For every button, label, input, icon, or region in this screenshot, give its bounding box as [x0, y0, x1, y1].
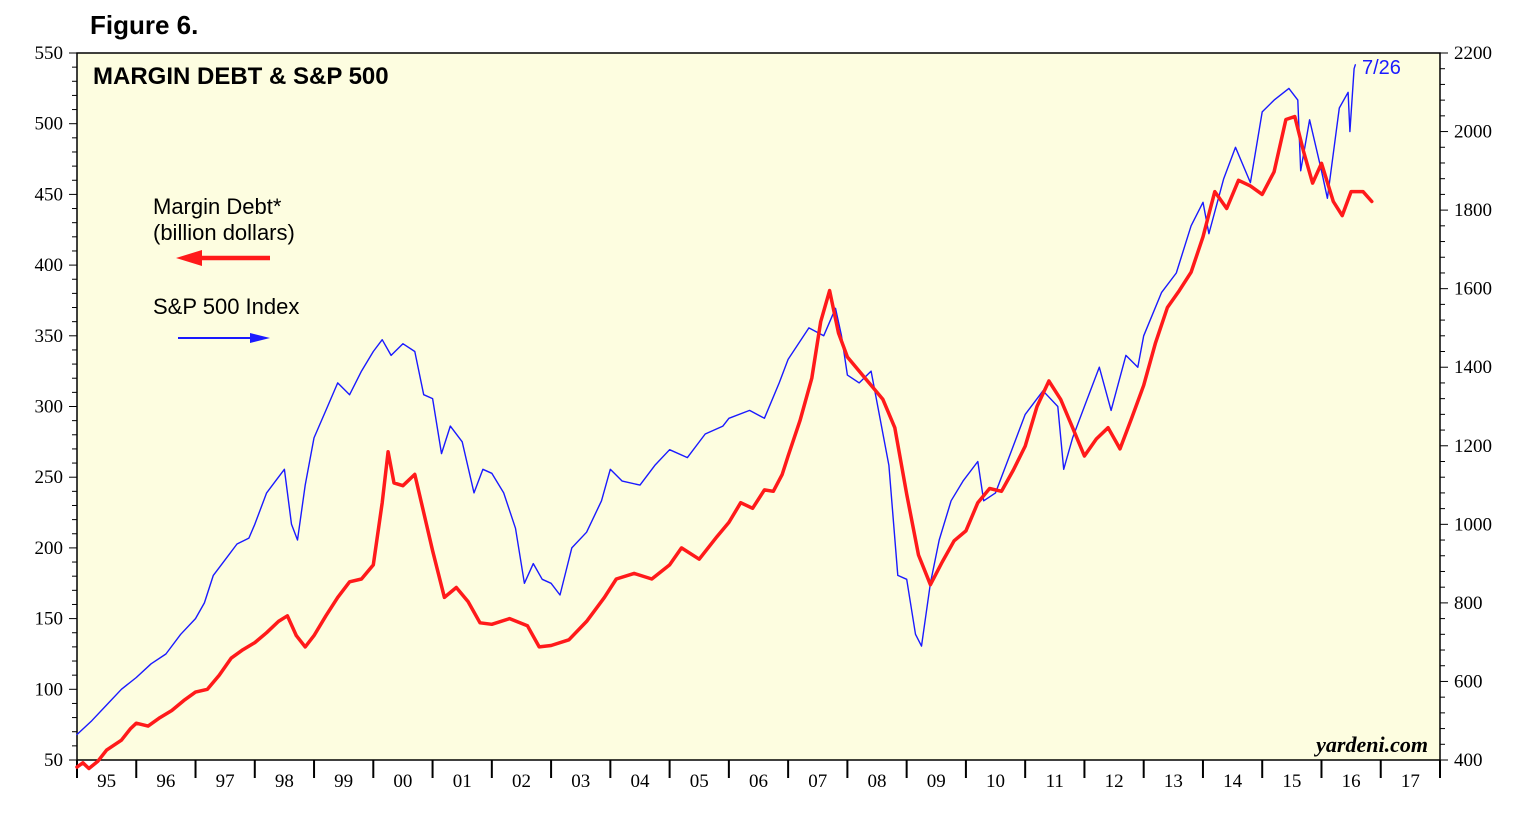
left-arrow-icon: [176, 250, 270, 266]
left-axis-tick-label: 300: [35, 397, 64, 418]
left-axis-tick-label: 550: [35, 43, 64, 64]
x-axis-tick-label: 08: [868, 771, 887, 792]
x-axis-tick-label: 17: [1401, 771, 1420, 792]
watermark-yardeni: yardeni.com: [1313, 732, 1428, 757]
x-axis-tick-label: 97: [216, 771, 235, 792]
chart-title: MARGIN DEBT & S&P 500: [93, 63, 389, 90]
x-axis-tick-label: 96: [156, 771, 175, 792]
x-axis-tick-label: 99: [334, 771, 353, 792]
x-axis-tick-label: 12: [1105, 771, 1124, 792]
x-axis-tick-label: 10: [986, 771, 1005, 792]
right-axis-tick-label: 1600: [1454, 279, 1492, 300]
x-axis-tick-label: 15: [1282, 771, 1301, 792]
margin-debt-line: [75, 114, 1374, 771]
x-axis-tick-label: 04: [630, 771, 650, 792]
x-axis-tick-label: 14: [1223, 771, 1243, 792]
x-axis-tick-label: 09: [927, 771, 946, 792]
right-axis-tick-label: 400: [1454, 750, 1483, 771]
left-arrow-head: [176, 250, 202, 266]
plot-background: [76, 52, 1441, 761]
right-arrow-head: [250, 333, 270, 343]
right-axis-tick-label: 2000: [1454, 122, 1492, 143]
legend-margin-debt-sublabel: (billion dollars): [153, 220, 295, 245]
left-axis-tick-label: 350: [35, 326, 64, 347]
right-axis-tick-label: 1000: [1454, 514, 1492, 535]
right-axis-tick-label: 2200: [1454, 43, 1492, 64]
right-axis-tick-label: 1800: [1454, 200, 1492, 221]
x-axis-tick-label: 03: [571, 771, 590, 792]
x-axis-tick-label: 16: [1342, 771, 1361, 792]
legend-margin-debt-label: Margin Debt*: [153, 194, 282, 219]
left-axis-tick-label: 100: [35, 679, 64, 700]
sp500-line: [76, 64, 1356, 736]
right-arrow-icon: [178, 333, 270, 343]
right-axis-tick-label: 600: [1454, 671, 1483, 692]
axes-layer: 5010015020025030035040045050055040060080…: [35, 43, 1493, 792]
left-axis-tick-label: 200: [35, 538, 64, 559]
x-axis-tick-label: 13: [1164, 771, 1183, 792]
right-axis-tick-label: 800: [1454, 593, 1483, 614]
left-axis-tick-label: 500: [35, 114, 64, 135]
left-axis-tick-label: 50: [44, 750, 63, 771]
left-axis-tick-label: 450: [35, 184, 64, 205]
left-axis-tick-label: 400: [35, 255, 64, 276]
right-axis-tick-label: 1200: [1454, 436, 1492, 457]
x-axis-tick-label: 98: [275, 771, 294, 792]
series-layer: [75, 64, 1374, 771]
legend-sp500-label: S&P 500 Index: [153, 294, 299, 319]
right-axis-tick-label: 1400: [1454, 357, 1492, 378]
left-axis-tick-label: 150: [35, 609, 64, 630]
end-date-label: 7/26: [1362, 57, 1401, 79]
x-axis-tick-label: 07: [808, 771, 827, 792]
x-axis-tick-label: 11: [1046, 771, 1064, 792]
x-axis-tick-label: 05: [690, 771, 709, 792]
x-axis-tick-label: 02: [512, 771, 531, 792]
x-axis-tick-label: 01: [453, 771, 472, 792]
legend: Margin Debt* (billion dollars) S&P 500 I…: [153, 194, 299, 343]
x-axis-tick-label: 06: [749, 771, 768, 792]
figure-label: Figure 6.: [90, 10, 199, 40]
left-axis-tick-label: 250: [35, 467, 64, 488]
x-axis-tick-label: 95: [97, 771, 116, 792]
x-axis-tick-label: 00: [393, 771, 412, 792]
